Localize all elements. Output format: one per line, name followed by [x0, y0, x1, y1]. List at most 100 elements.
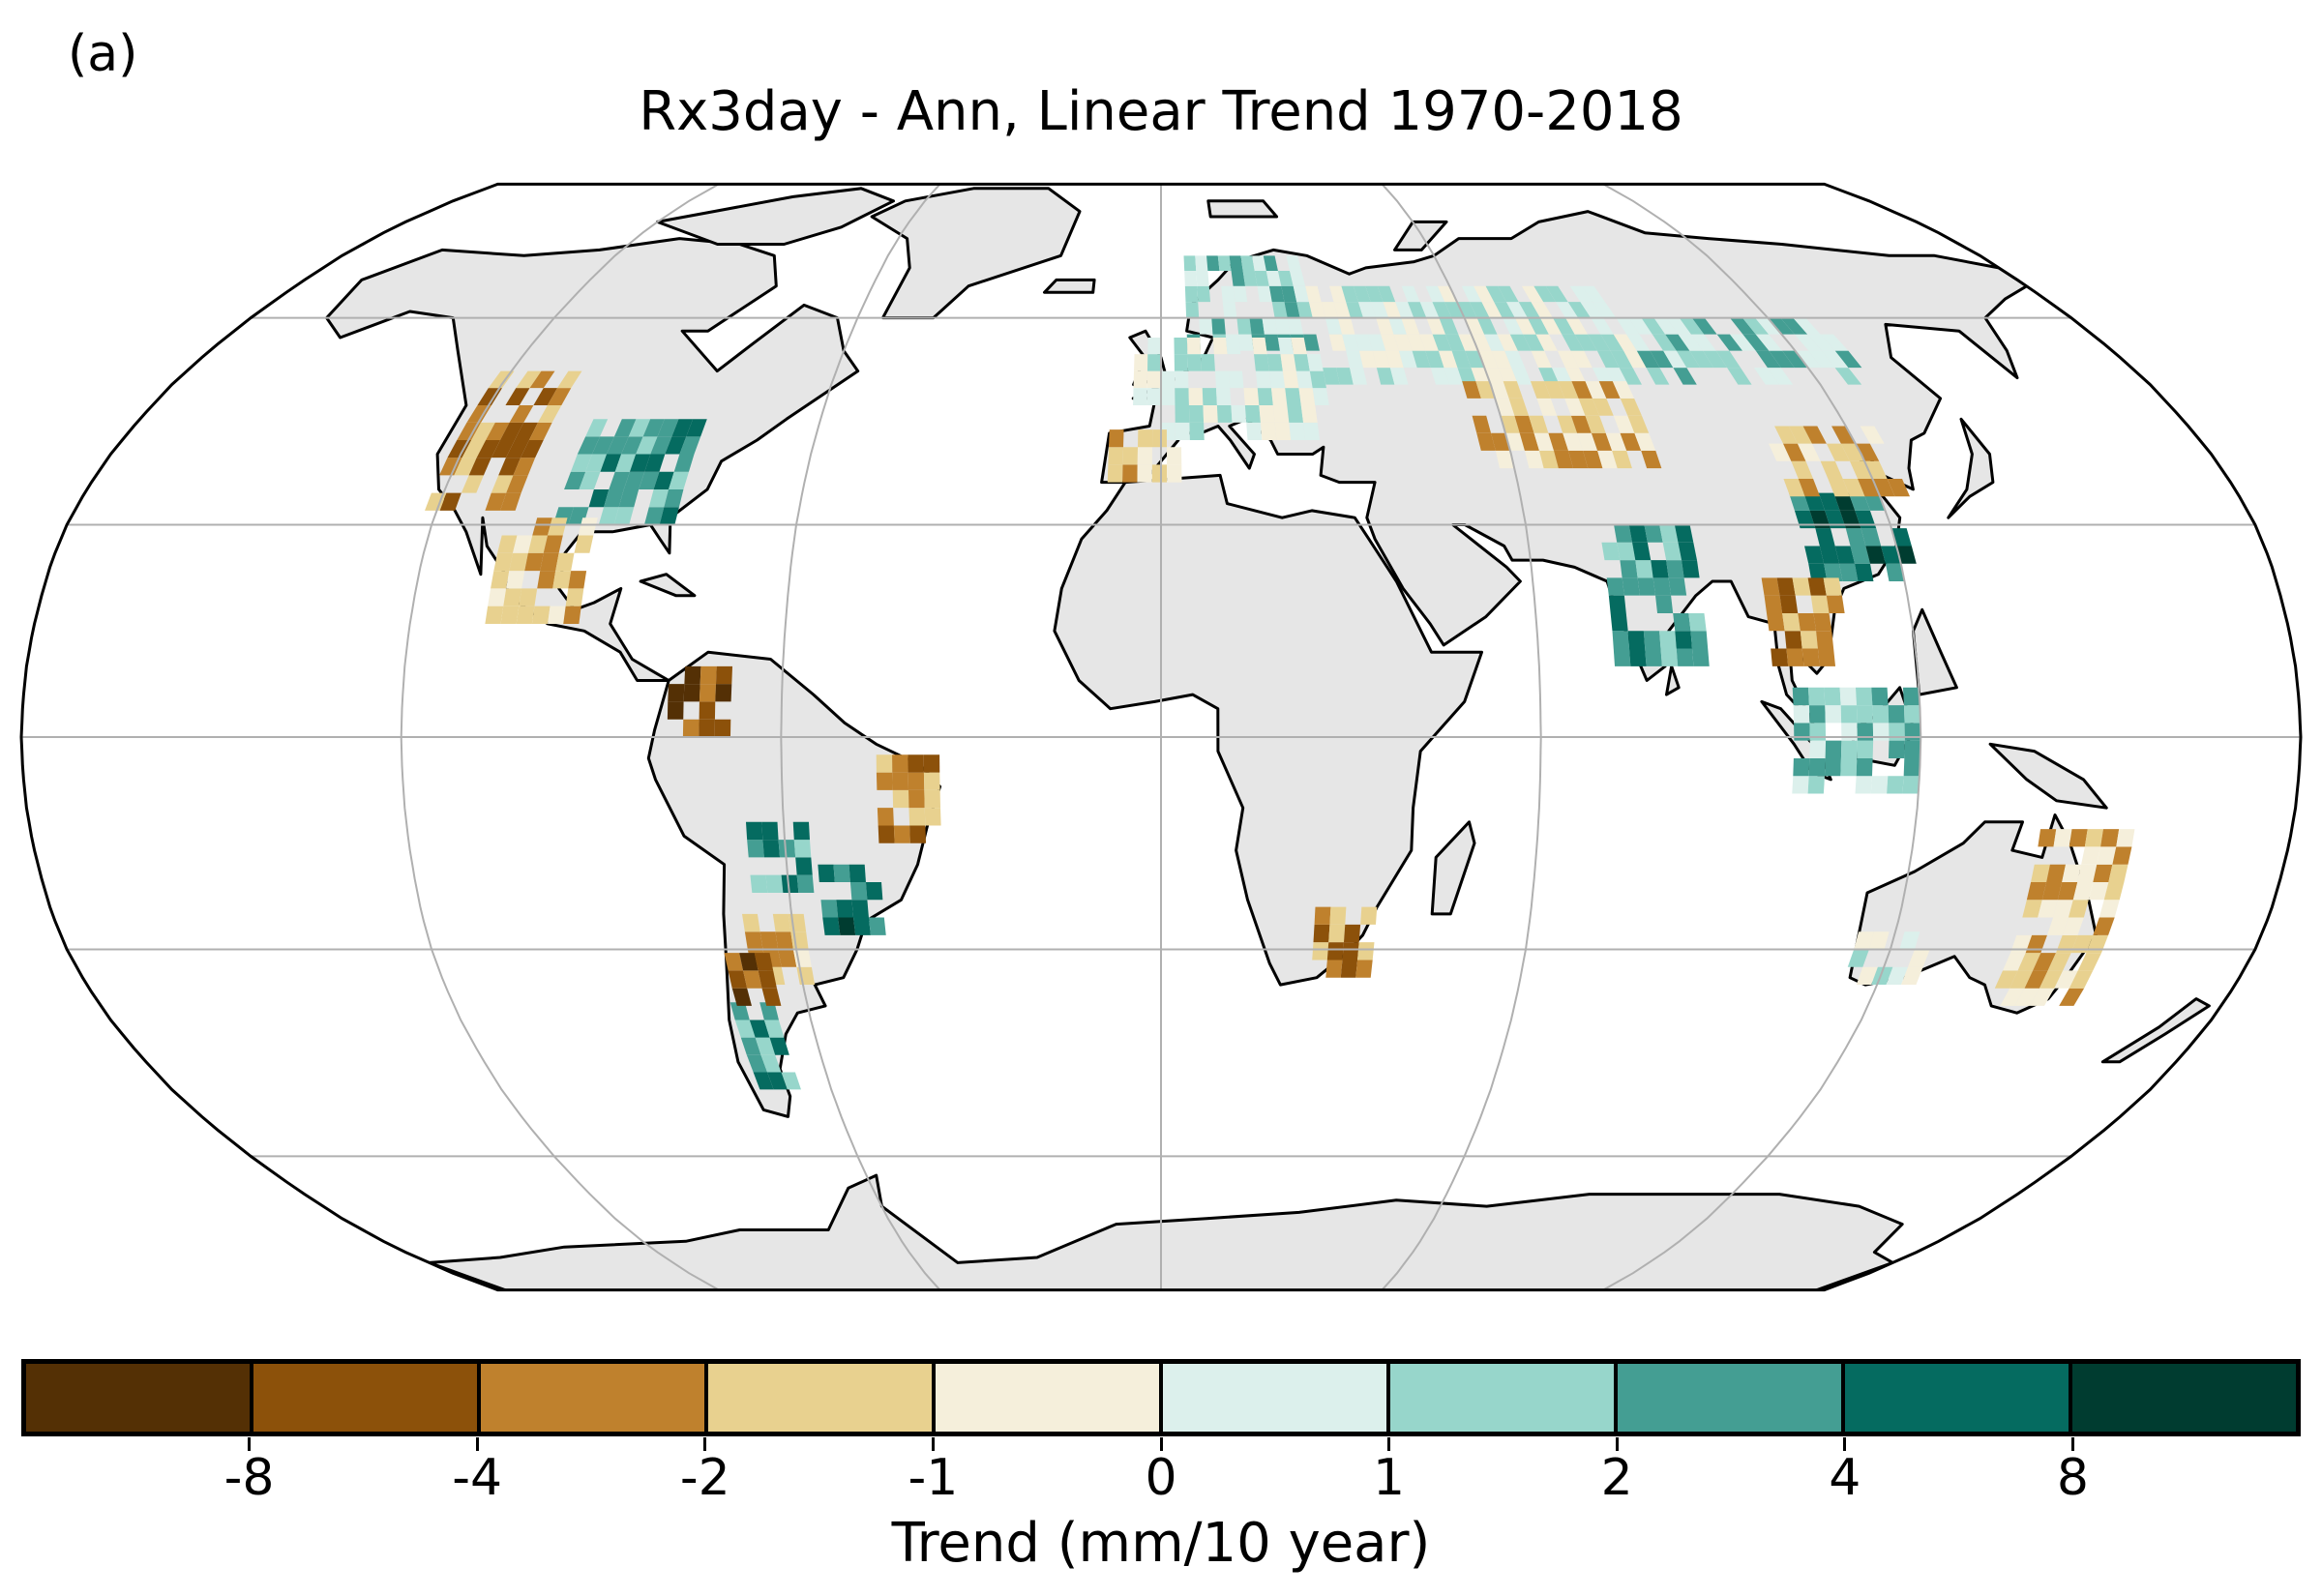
- trend-cell-eastern-australia: [2112, 846, 2132, 865]
- trend-cell-india: [1690, 631, 1709, 649]
- trend-cell-central-europe: [1306, 354, 1324, 371]
- trend-cell-southern-africa: [1360, 906, 1378, 925]
- trend-cell-central-europe: [1147, 354, 1161, 371]
- trend-cell-russia: [1444, 368, 1464, 385]
- trend-cell-russia: [1425, 285, 1445, 303]
- trend-cell-eastern-australia: [2093, 917, 2115, 935]
- trend-cell-northern-europe: [1236, 317, 1252, 335]
- trend-cell-central-north-america: [648, 488, 670, 508]
- trend-cell-southern-china: [1804, 546, 1825, 564]
- trend-cell-northern-europe: [1287, 317, 1304, 335]
- trend-cell-southern-china: [1890, 528, 1912, 547]
- trend-cell-russia: [1464, 317, 1485, 335]
- trend-cell-russia: [1367, 334, 1386, 351]
- trend-cell-russia: [1502, 317, 1524, 335]
- trend-cell-india: [1673, 612, 1691, 632]
- trend-cell-bolivia-paraguay: [750, 874, 768, 893]
- trend-cell-eastern-australia: [1994, 970, 2018, 989]
- trend-cell-south-brazil: [820, 900, 839, 918]
- trend-cell-central-north-america: [618, 488, 640, 508]
- trend-cell-east-brazil: [908, 754, 924, 773]
- trend-cell-central-north-america: [604, 488, 624, 508]
- trend-cell-north-china: [1840, 443, 1865, 461]
- trend-cell-siberia-east: [1780, 317, 1808, 335]
- trend-cell-northern-south-america: [683, 684, 700, 702]
- trend-cell-chile-south: [753, 1072, 774, 1090]
- trend-cell-borneo-java: [1824, 687, 1841, 706]
- trend-cell-central-asia: [1592, 398, 1614, 416]
- trend-cell-central-europe: [1255, 370, 1271, 389]
- trend-cell-indochina: [1766, 612, 1785, 632]
- trend-cell-russia: [1523, 334, 1545, 351]
- trend-cell-indochina: [1776, 577, 1796, 596]
- trend-cell-borneo-java: [1840, 757, 1858, 777]
- trend-cell-central-asia: [1627, 415, 1650, 433]
- trend-cell-russia: [1385, 350, 1404, 369]
- trend-cell-southern-africa: [1340, 960, 1358, 978]
- trend-cell-russia: [1407, 302, 1427, 318]
- trend-cell-india: [1614, 524, 1633, 543]
- trend-cell-mexico: [509, 552, 528, 572]
- trend-cell-western-australia: [1868, 931, 1890, 950]
- trend-cell-siberia-east: [1626, 334, 1651, 351]
- trend-cell-north-china: [1855, 443, 1880, 461]
- trend-cell-russia: [1346, 350, 1363, 369]
- trend-cell-borneo-java: [1888, 740, 1905, 758]
- trend-cell-russia: [1469, 302, 1490, 318]
- trend-cell-eastern-australia: [2097, 846, 2117, 865]
- trend-cell-central-north-america: [644, 454, 666, 472]
- trend-cell-borneo-java: [1793, 705, 1810, 724]
- trend-cell-south-brazil: [865, 881, 883, 901]
- trend-cell-southern-africa: [1343, 924, 1361, 943]
- colorbar-tick-label: 4: [1829, 1449, 1861, 1507]
- trend-cell-russia: [1521, 285, 1544, 303]
- trend-cell-eastern-australia: [2053, 829, 2072, 847]
- trend-cell-russia: [1305, 285, 1322, 303]
- trend-cell-india: [1629, 648, 1647, 666]
- trend-cell-borneo-java: [1902, 687, 1920, 706]
- meridian-line: [400, 184, 758, 1290]
- trend-cell-russia: [1346, 302, 1364, 318]
- colorbar-segment: [708, 1364, 936, 1432]
- trend-cell-india: [1675, 631, 1692, 649]
- trend-cell-iberia: [1109, 429, 1124, 448]
- trend-cell-central-asia: [1503, 381, 1524, 399]
- trend-cell-central-europe: [1134, 354, 1148, 371]
- trend-cell-siberia-east: [1834, 368, 1862, 385]
- trend-cell-borneo-java: [1807, 776, 1825, 794]
- trend-cell-russia: [1458, 334, 1478, 351]
- trend-cell-east-brazil: [876, 772, 893, 790]
- trend-cell-eastern-australia: [2100, 829, 2120, 847]
- trend-cell-siberia-east: [1755, 350, 1781, 369]
- trend-cell-indochina: [1764, 595, 1783, 613]
- trend-cell-central-europe: [1186, 338, 1202, 355]
- trend-cell-south-brazil: [838, 917, 856, 935]
- trend-cell-mexico: [548, 606, 566, 624]
- trend-cell-western-north-america: [491, 440, 515, 458]
- trend-cell-western-australia: [1886, 966, 1909, 986]
- colorbar-segment: [1390, 1364, 1618, 1432]
- trend-cell-central-europe: [1174, 338, 1188, 355]
- landmass-sri-lanka: [1665, 665, 1681, 696]
- trend-cell-western-north-america: [533, 388, 558, 406]
- trend-cell-russia: [1531, 350, 1552, 369]
- trend-cell-russia: [1389, 368, 1409, 385]
- trend-cell-russia: [1372, 350, 1390, 369]
- trend-cell-mexico: [503, 588, 522, 606]
- trend-cell-central-asia: [1524, 450, 1544, 469]
- trend-cell-central-europe: [1226, 338, 1241, 355]
- trend-cell-central-north-america: [659, 507, 679, 525]
- trend-cell-bolivia-paraguay: [745, 821, 763, 841]
- trend-cell-north-china: [1858, 479, 1881, 497]
- trend-cell-central-asia: [1583, 450, 1603, 469]
- trend-cell-northern-europe: [1240, 255, 1255, 272]
- trend-cell-north-china: [1828, 479, 1851, 497]
- trend-cell-western-north-america: [509, 405, 534, 423]
- trend-cell-iberia: [1137, 464, 1152, 483]
- trend-cell-northern-south-america: [699, 719, 715, 737]
- trend-cell-india: [1678, 542, 1697, 561]
- trend-cell-eastern-australia: [2059, 988, 2085, 1006]
- trend-cell-northern-europe: [1233, 285, 1248, 303]
- trend-cell-central-europe: [1272, 405, 1290, 423]
- trend-cell-east-brazil: [892, 789, 909, 809]
